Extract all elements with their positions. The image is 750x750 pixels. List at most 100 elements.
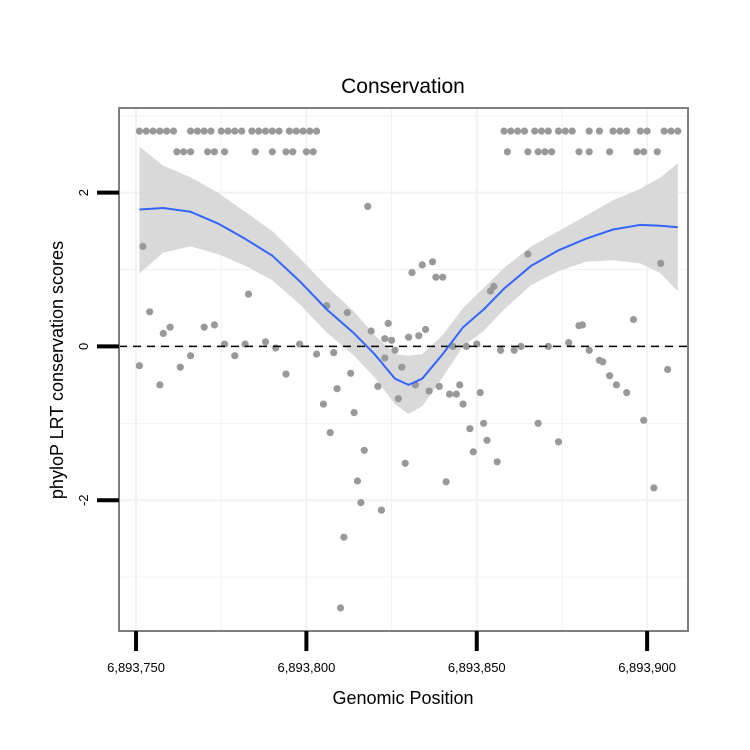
data-point [343, 309, 351, 317]
data-point [326, 429, 334, 437]
data-point [163, 127, 171, 135]
data-point [149, 127, 157, 135]
data-point [187, 127, 195, 135]
data-point [469, 448, 477, 456]
data-point [187, 352, 195, 360]
data-point [544, 127, 552, 135]
data-point [456, 381, 464, 389]
data-point [425, 387, 433, 395]
data-point [616, 127, 624, 135]
data-point [623, 127, 631, 135]
data-point [292, 127, 300, 135]
data-point [459, 400, 467, 408]
data-point [660, 127, 668, 135]
data-point [483, 436, 491, 444]
x-tick-label: 6,893,850 [448, 660, 506, 675]
data-point [261, 338, 270, 346]
data-point [405, 333, 413, 341]
data-point [248, 127, 256, 135]
data-point [490, 282, 498, 290]
data-point [336, 604, 345, 612]
data-point [180, 148, 188, 156]
data-point [541, 148, 549, 156]
data-point [135, 127, 143, 135]
data-point [554, 127, 563, 135]
data-point [364, 202, 372, 210]
data-point [309, 148, 317, 156]
data-point [609, 127, 617, 135]
data-point [142, 127, 150, 135]
data-point [381, 335, 389, 343]
data-point [224, 127, 232, 135]
data-point [285, 127, 293, 135]
data-point [422, 325, 430, 334]
data-point [398, 363, 406, 371]
data-point [606, 148, 614, 156]
data-point [493, 458, 501, 466]
data-point [244, 290, 253, 298]
data-point [313, 127, 321, 135]
data-point [360, 446, 368, 454]
data-point [135, 362, 143, 370]
data-point [534, 419, 542, 427]
data-point [500, 127, 508, 135]
data-point [272, 344, 280, 352]
data-point [568, 127, 576, 135]
data-point [367, 327, 375, 335]
data-point [640, 148, 648, 156]
data-point [306, 127, 314, 135]
data-point [217, 127, 225, 135]
data-point [275, 127, 283, 135]
data-point [207, 127, 215, 135]
data-point [510, 346, 518, 354]
data-point [664, 365, 672, 374]
data-point [231, 127, 239, 135]
data-point [606, 372, 614, 380]
data-point [643, 127, 651, 135]
data-point [238, 127, 246, 135]
data-point [231, 352, 239, 360]
data-point [193, 127, 201, 135]
data-point [268, 148, 276, 156]
data-point [554, 438, 563, 446]
y-tick-label: -2 [76, 494, 91, 506]
data-point [159, 329, 167, 337]
data-point [667, 127, 675, 135]
data-point [435, 382, 443, 390]
data-point [585, 148, 593, 156]
data-point [629, 315, 638, 324]
data-point [350, 409, 358, 417]
data-point [156, 381, 164, 389]
data-point [578, 321, 587, 329]
data-point [537, 127, 546, 135]
data-point [139, 242, 147, 250]
data-point [585, 127, 593, 135]
data-point [531, 127, 539, 135]
y-axis-label: phyloP LRT conservation scores [47, 241, 67, 499]
data-point [439, 273, 447, 281]
y-tick-label: 2 [76, 189, 91, 196]
data-point [520, 127, 529, 135]
data-point [401, 459, 409, 467]
data-point [255, 127, 263, 135]
data-point [650, 484, 658, 492]
chart-title: Conservation [341, 75, 465, 98]
data-point [374, 382, 382, 390]
x-axis-ticks: 6,893,750 6,893,800 6,893,850 6,893,900 [107, 631, 676, 675]
data-point [640, 416, 648, 424]
data-point [221, 148, 229, 156]
data-point [347, 369, 355, 377]
data-point [507, 127, 515, 135]
data-point [524, 148, 532, 156]
data-point [251, 148, 259, 156]
data-point [480, 419, 488, 427]
data-point [302, 148, 310, 156]
data-point [524, 250, 532, 258]
y-tick-label: 0 [76, 343, 91, 350]
data-point [408, 269, 416, 277]
x-tick-label: 6,893,800 [277, 660, 335, 675]
x-tick-label: 6,893,750 [107, 660, 165, 675]
data-point [623, 389, 631, 397]
data-point [169, 127, 178, 135]
